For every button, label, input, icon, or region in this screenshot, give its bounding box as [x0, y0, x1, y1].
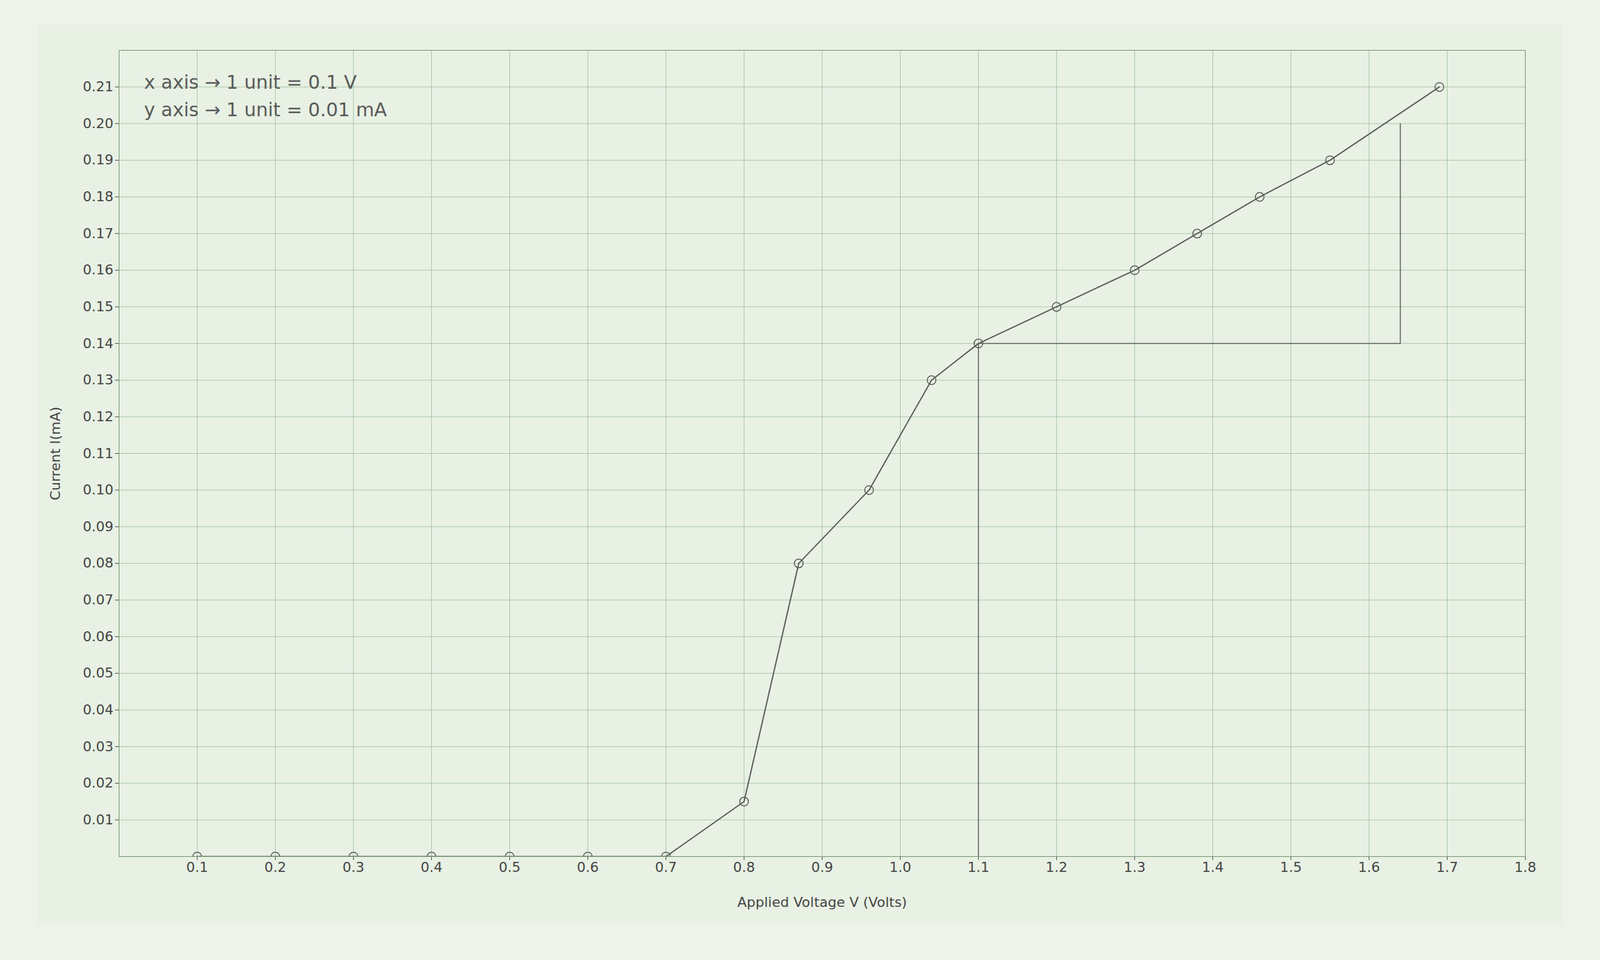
svg-text:1.5: 1.5 — [1280, 859, 1302, 875]
svg-text:1.3: 1.3 — [1123, 859, 1146, 875]
svg-text:0.8: 0.8 — [733, 859, 755, 875]
svg-text:0.20: 0.20 — [83, 115, 114, 132]
svg-text:0.13: 0.13 — [83, 371, 114, 388]
svg-text:0.12: 0.12 — [83, 408, 114, 425]
svg-text:0.05: 0.05 — [83, 665, 114, 681]
svg-text:0.21: 0.21 — [83, 78, 114, 95]
svg-text:1.4: 1.4 — [1201, 859, 1224, 875]
svg-text:0.04: 0.04 — [83, 701, 114, 718]
svg-text:0.14: 0.14 — [83, 335, 114, 352]
svg-text:0.02: 0.02 — [83, 775, 114, 791]
svg-text:1.1: 1.1 — [967, 859, 990, 875]
svg-text:0.10: 0.10 — [83, 481, 114, 498]
svg-text:0.06: 0.06 — [83, 628, 114, 645]
svg-text:0.08: 0.08 — [83, 555, 114, 571]
svg-text:0.03: 0.03 — [83, 738, 114, 755]
svg-text:0.5: 0.5 — [498, 859, 521, 875]
svg-text:1.8: 1.8 — [1514, 859, 1537, 875]
svg-text:0.01: 0.01 — [83, 811, 114, 828]
svg-text:0.6: 0.6 — [576, 859, 599, 875]
svg-text:y axis → 1 unit = 0.01 mA: y axis → 1 unit = 0.01 mA — [144, 98, 388, 121]
svg-text:0.2: 0.2 — [264, 859, 287, 875]
svg-text:0.3: 0.3 — [342, 859, 365, 875]
svg-text:1.0: 1.0 — [889, 859, 912, 875]
svg-text:0.17: 0.17 — [83, 225, 114, 242]
svg-text:0.11: 0.11 — [83, 445, 114, 462]
svg-text:0.18: 0.18 — [83, 188, 114, 205]
svg-text:1.2: 1.2 — [1045, 859, 1068, 875]
svg-text:0.19: 0.19 — [83, 151, 114, 168]
svg-text:0.15: 0.15 — [83, 298, 114, 315]
svg-text:0.1: 0.1 — [186, 859, 209, 875]
svg-text:x axis → 1 unit = 0.1 V: x axis → 1 unit = 0.1 V — [144, 71, 358, 94]
svg-text:0.9: 0.9 — [811, 859, 834, 875]
svg-text:0.07: 0.07 — [83, 591, 114, 608]
svg-text:0.09: 0.09 — [83, 518, 114, 535]
svg-text:0.7: 0.7 — [655, 859, 677, 875]
svg-text:1.6: 1.6 — [1358, 859, 1380, 875]
svg-text:0.16: 0.16 — [83, 261, 114, 278]
svg-text:Current I(mA): Current I(mA) — [47, 406, 64, 501]
svg-text:0.4: 0.4 — [420, 859, 443, 875]
svg-text:1.7: 1.7 — [1436, 859, 1459, 875]
svg-text:Applied Voltage V (Volts): Applied Voltage V (Volts) — [737, 894, 907, 910]
